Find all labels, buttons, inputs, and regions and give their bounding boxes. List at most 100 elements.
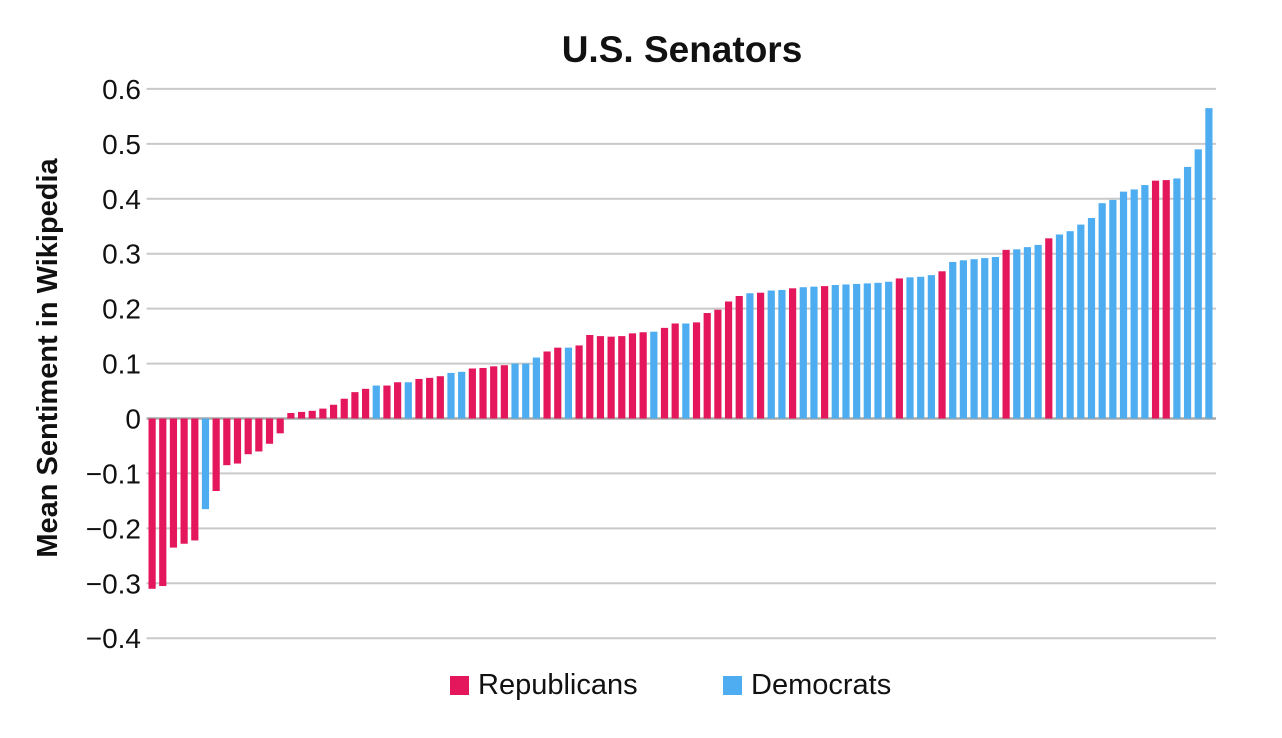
republicans-legend-swatch (450, 676, 469, 695)
senator-bar-14-R (287, 413, 295, 419)
senator-bar-9-R (233, 418, 242, 464)
senator-bar-52-R (692, 322, 701, 419)
y-tick-label: 0.2 (102, 294, 141, 325)
senator-bar-12-R (265, 418, 274, 444)
senator-bar-7-R (212, 418, 220, 492)
democrats-legend-label: Democrats (751, 669, 891, 701)
y-tick-label: −0.1 (86, 458, 141, 489)
senator-bar-95-R (1151, 180, 1160, 419)
senator-bar-39-R (554, 347, 562, 419)
senator-bar-91-D (1109, 199, 1117, 419)
senator-bar-36-D (522, 363, 530, 419)
senator-bar-34-R (500, 365, 508, 419)
senator-bar-1-R (148, 418, 156, 589)
senator-bar-10-R (244, 418, 252, 455)
senator-bar-79-D (981, 258, 989, 419)
senator-bar-49-R (660, 327, 669, 419)
senator-bar-96-R (1162, 180, 1170, 419)
senator-bar-66-D (842, 284, 850, 419)
y-tick-label: −0.3 (86, 568, 141, 599)
senator-bar-62-D (799, 287, 807, 419)
senator-bar-92-D (1119, 191, 1128, 419)
senator-bar-17-R (319, 408, 327, 419)
senator-bar-69-D (874, 282, 882, 419)
senator-bar-11-R (255, 418, 263, 452)
senator-bar-47-R (639, 332, 647, 419)
senator-bar-28-R (436, 376, 444, 419)
senator-bar-67-D (853, 283, 861, 419)
senator-bar-74-D (927, 275, 935, 419)
senator-bar-89-D (1087, 218, 1096, 419)
senator-bar-20-R (351, 392, 359, 419)
senator-bar-6-D (201, 418, 210, 510)
senator-bar-29-D (447, 372, 455, 419)
senator-bar-53-R (703, 313, 711, 419)
senator-bar-42-R (586, 335, 594, 419)
senator-bar-23-R (383, 385, 391, 419)
senator-bar-87-D (1066, 231, 1074, 419)
senator-bar-59-D (767, 290, 775, 419)
senator-bar-16-R (308, 410, 316, 419)
y-tick-label: 0.5 (102, 129, 141, 160)
senator-bar-81-R (1002, 249, 1010, 419)
senator-bar-21-R (362, 388, 370, 419)
legend: Republicans Democrats (450, 669, 891, 701)
senator-bar-94-D (1141, 185, 1149, 419)
senator-bar-30-D (458, 371, 466, 419)
senator-bar-72-D (906, 277, 914, 419)
y-tick-label: 0 (125, 404, 141, 435)
senator-bar-63-D (810, 286, 818, 419)
senator-bar-27-R (426, 377, 434, 419)
senator-bar-60-D (778, 289, 786, 419)
senator-bar-35-D (511, 363, 519, 419)
y-tick-label: 0.1 (102, 349, 141, 380)
senator-bar-98-D (1183, 166, 1192, 419)
senator-bar-8-R (223, 418, 231, 466)
senator-bar-55-R (724, 301, 733, 419)
y-tick-label: 0.3 (102, 239, 141, 270)
senator-bar-18-R (329, 404, 338, 419)
senator-bar-24-R (394, 382, 402, 419)
senator-bar-70-D (885, 281, 893, 419)
senator-bar-41-R (575, 345, 583, 419)
senator-bar-76-D (949, 261, 957, 419)
senator-bar-83-D (1023, 247, 1032, 419)
senator-bar-57-D (746, 293, 754, 419)
senator-bar-38-R (543, 351, 551, 419)
senator-bar-85-R (1045, 238, 1053, 419)
gridlines (146, 87, 1216, 640)
senator-bar-25-D (404, 382, 412, 419)
senator-bar-13-R (276, 418, 284, 434)
senator-bar-26-R (415, 378, 423, 419)
y-tick-label: 0.4 (102, 184, 141, 215)
senator-bar-58-R (756, 292, 765, 419)
senator-bar-43-R (596, 336, 605, 419)
senator-bar-65-D (831, 285, 839, 419)
senator-bar-40-D (564, 347, 573, 419)
senator-bar-46-R (628, 333, 637, 419)
senator-bar-100-D (1205, 108, 1213, 419)
senator-bar-51-D (682, 323, 690, 419)
senator-bar-48-D (650, 331, 658, 419)
bars (148, 108, 1213, 589)
senator-bar-75-R (938, 271, 946, 419)
senator-bar-99-D (1194, 149, 1202, 419)
senator-bar-78-D (970, 259, 978, 419)
senator-bar-45-R (618, 336, 626, 419)
senator-bar-37-D (532, 357, 540, 419)
senator-bar-44-R (607, 336, 615, 419)
senator-bar-88-D (1077, 224, 1085, 419)
y-axis-tick-labels: 0.6 0.5 0.4 0.3 0.2 0.1 0 −0.1 −0.2 −0.3 −0.4 (86, 74, 141, 654)
senator-bar-54-R (714, 309, 722, 419)
senator-bar-97-D (1173, 178, 1181, 419)
senator-bar-73-D (917, 276, 925, 419)
senator-bar-86-D (1055, 234, 1064, 419)
senator-bar-22-D (372, 385, 380, 419)
chart-title: U.S. Senators (562, 29, 803, 70)
senator-bar-19-R (340, 398, 348, 419)
senator-bar-68-D (863, 283, 871, 419)
senator-bar-93-D (1130, 189, 1138, 419)
senator-bar-31-R (468, 368, 476, 419)
